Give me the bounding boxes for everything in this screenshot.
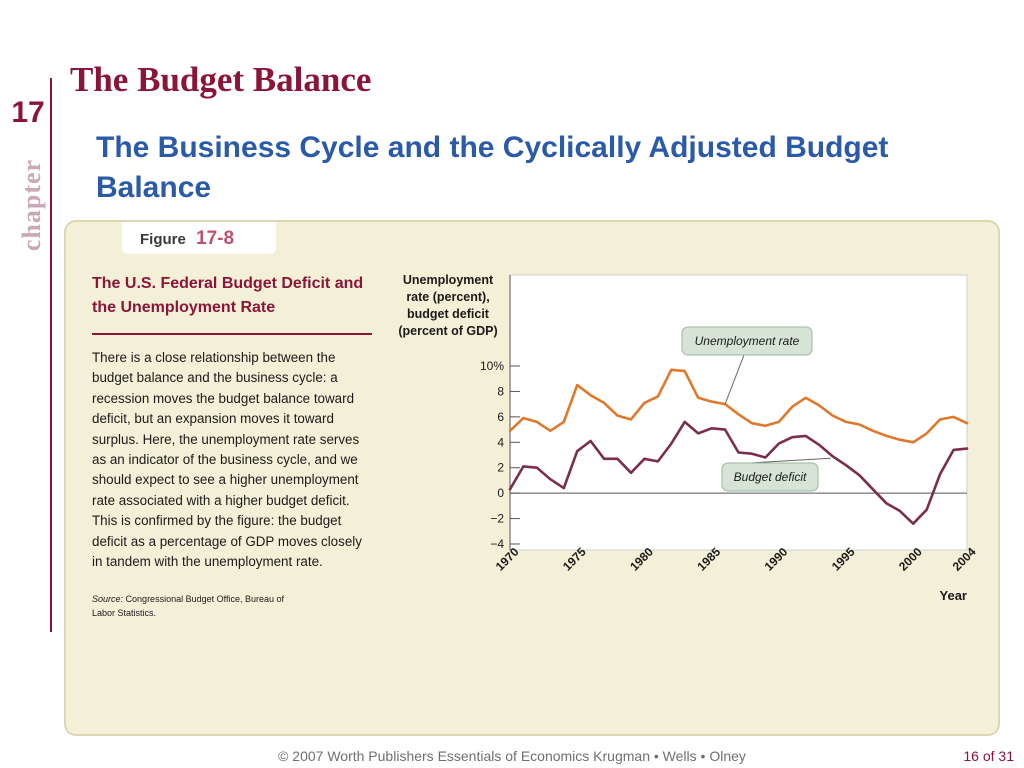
x-axis-title: Year <box>940 588 967 603</box>
figure-label: Figure <box>140 231 186 248</box>
slide-subtitle: The Business Cycle and the Cyclically Ad… <box>96 131 889 204</box>
figure-heading: The U.S. Federal Budget Deficit and the … <box>92 275 364 316</box>
figure-heading-divider <box>92 333 372 335</box>
slide-title: The Budget Balance <box>70 60 372 99</box>
page-indicator: 16 of 31 <box>963 748 1014 764</box>
figure-source: Source: Congressional Budget Office, Bur… <box>92 592 302 620</box>
y-tick-label: 6 <box>497 410 504 424</box>
y-tick-label: −2 <box>490 512 504 526</box>
source-label: Source: <box>92 594 124 604</box>
y-tick-label: −4 <box>490 537 504 551</box>
unemployment-callout-box <box>681 326 813 356</box>
figure-number: 17-8 <box>196 228 235 249</box>
y-tick-label: 2 <box>497 461 504 475</box>
unemployment-callout-leader <box>724 354 745 405</box>
chapter-number: 17 <box>11 96 45 129</box>
y-tick-label: 10% <box>480 359 504 373</box>
y-axis-title-line: (percent of GDP) <box>398 324 498 338</box>
deficit-callout-box <box>721 462 819 492</box>
y-tick-label: 8 <box>497 384 504 398</box>
plot-area <box>509 274 968 551</box>
unemployment-callout-label: Unemployment rate <box>695 334 800 348</box>
y-axis-title-line: rate (percent), <box>406 290 490 304</box>
source-text: Congressional Budget Office, Bureau of L… <box>92 594 284 618</box>
deficit-callout-leader <box>749 457 831 464</box>
figure-tab <box>122 222 276 254</box>
footer-credits: © 2007 Worth Publishers Essentials of Ec… <box>278 748 746 764</box>
figure-caption: There is a close relationship between th… <box>92 350 362 570</box>
y-tick-label: 4 <box>497 435 504 449</box>
y-axis-title-line: budget deficit <box>407 307 489 321</box>
y-axis-title-line: Unemployment <box>402 273 494 287</box>
chapter-divider-rule <box>50 78 52 632</box>
y-tick-label: 0 <box>497 486 504 500</box>
y-axis-title: Unemployment rate (percent), budget defi… <box>386 272 510 340</box>
deficit-callout-label: Budget deficit <box>734 470 807 484</box>
